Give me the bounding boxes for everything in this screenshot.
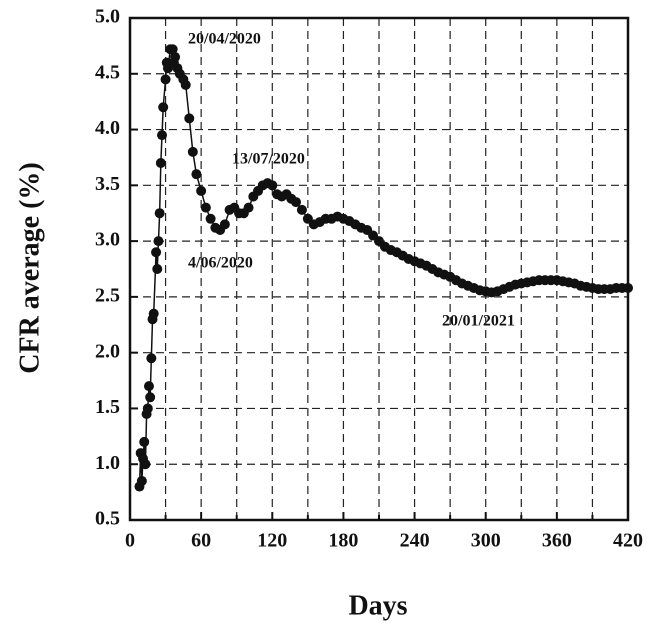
point [155, 158, 166, 169]
x-axis-title: Days [348, 590, 407, 621]
y-tick-label: 1.0 [95, 452, 120, 474]
point [267, 180, 278, 191]
point [184, 113, 195, 124]
y-tick-label: 3.5 [95, 173, 120, 195]
point [623, 282, 633, 293]
x-tick-label: 240 [400, 530, 430, 552]
point [200, 202, 211, 213]
point [151, 247, 162, 258]
point [243, 202, 254, 213]
annotation: 20/04/2020 [188, 31, 261, 48]
y-tick-label: 3.0 [95, 229, 120, 251]
point [146, 353, 157, 364]
x-tick-label: 60 [191, 530, 211, 552]
annotation: 20/01/2021 [442, 313, 515, 330]
point [143, 381, 154, 392]
point [291, 197, 301, 208]
point [139, 436, 150, 447]
x-tick-label: 420 [613, 530, 643, 552]
point [191, 169, 202, 180]
y-tick-label: 2.0 [95, 340, 120, 362]
point [160, 74, 171, 85]
point [142, 403, 153, 414]
point [167, 44, 178, 55]
point [187, 146, 198, 157]
x-tick-label: 0 [125, 530, 135, 552]
point [140, 459, 151, 470]
point [157, 130, 168, 141]
point [170, 52, 181, 63]
point [145, 392, 156, 403]
y-tick-label: 2.5 [95, 284, 120, 306]
point [219, 219, 230, 230]
point [180, 79, 191, 90]
point [136, 475, 147, 486]
point [148, 308, 159, 319]
point [152, 264, 163, 274]
point [196, 185, 207, 196]
x-tick-label: 360 [542, 530, 572, 552]
point [158, 102, 169, 113]
point [296, 204, 307, 215]
point [205, 213, 216, 224]
x-tick-label: 120 [257, 530, 287, 552]
point [154, 208, 165, 219]
y-tick-label: 4.0 [95, 117, 120, 139]
y-axis-title: CFR average (%) [14, 162, 45, 373]
y-tick-label: 4.5 [95, 61, 120, 83]
x-tick-label: 180 [328, 530, 358, 552]
y-tick-label: 5.0 [95, 6, 120, 28]
x-tick-label: 300 [471, 530, 501, 552]
y-tick-label: 0.5 [95, 508, 120, 530]
annotation: 4/06/2020 [188, 255, 253, 272]
annotation: 13/07/2020 [232, 151, 305, 168]
y-tick-label: 1.5 [95, 396, 120, 418]
point [153, 236, 164, 247]
plot-frame [128, 16, 630, 522]
